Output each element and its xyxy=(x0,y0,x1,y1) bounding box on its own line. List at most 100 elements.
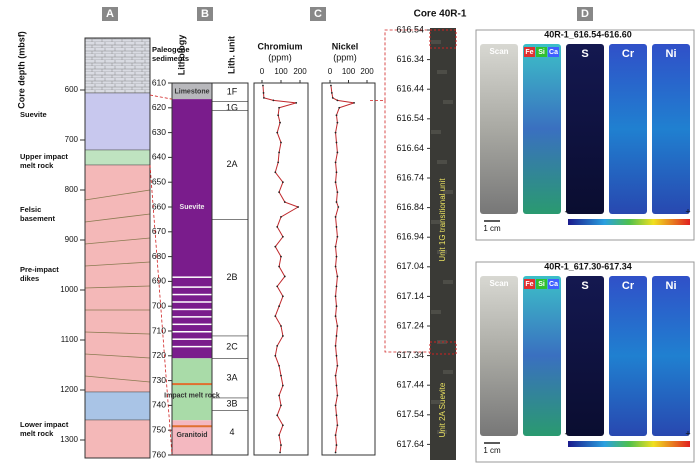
tick-label: 680 xyxy=(152,251,166,261)
tick-label: 610 xyxy=(152,77,166,87)
unit-label-line: melt rock xyxy=(20,429,54,438)
sample-point xyxy=(282,335,284,337)
sample-point xyxy=(337,325,339,327)
sample-point xyxy=(335,405,337,407)
unit-label: 2B xyxy=(226,272,237,282)
sample-point xyxy=(331,92,333,94)
column-title: Lithology xyxy=(176,35,186,76)
scale-label: 1 cm xyxy=(483,446,501,455)
sample-point xyxy=(336,355,338,357)
sample-title: 40R-1_617.30-617.34 xyxy=(544,261,632,271)
sample-point xyxy=(278,395,280,397)
sample-point xyxy=(280,325,282,327)
sample-point xyxy=(279,122,281,124)
sample-point xyxy=(263,97,265,99)
stripe xyxy=(172,346,212,348)
sample-point xyxy=(274,315,276,317)
sample-point xyxy=(337,99,339,101)
stripe xyxy=(172,338,212,340)
figure: ACore depth (mbsf)6007008009001000110012… xyxy=(0,0,698,463)
tick-label: 600 xyxy=(65,85,79,94)
sample-point xyxy=(336,142,338,144)
tick-label: 100 xyxy=(342,67,356,76)
sample-point xyxy=(278,365,280,367)
stripe xyxy=(172,301,212,303)
stripe xyxy=(172,309,212,311)
sample-point xyxy=(335,246,337,248)
sample-point xyxy=(337,152,339,154)
sample-point xyxy=(274,246,276,248)
lithology-label: Granitoid xyxy=(176,432,207,439)
sample-point xyxy=(280,256,282,258)
unit-label: Suevite xyxy=(20,110,47,119)
plot-title: Chromium xyxy=(258,41,303,51)
map-title: Scan xyxy=(489,47,508,56)
stripe xyxy=(172,331,212,333)
depth-label: 617.54 xyxy=(396,409,424,419)
unit-label-line: Pre-impact xyxy=(20,265,59,274)
tick-label: 760 xyxy=(152,449,166,459)
sample-point xyxy=(336,256,338,258)
sample-point xyxy=(337,206,339,208)
sample-point xyxy=(279,452,281,454)
tick-label: 670 xyxy=(152,226,166,236)
element-map xyxy=(523,276,561,436)
sample-point xyxy=(280,444,282,446)
sample-point xyxy=(335,216,337,218)
sample-point xyxy=(282,181,284,183)
sample-point xyxy=(335,375,337,377)
unit-label-line: Lower impact xyxy=(20,420,69,429)
unit-label: 3A xyxy=(226,372,237,382)
sample-point xyxy=(278,152,280,154)
panel-label: B xyxy=(201,8,209,20)
sample-point xyxy=(276,414,278,416)
column-title: Lith. unit xyxy=(226,36,236,74)
unit-label-line: dikes xyxy=(20,274,39,283)
element-map xyxy=(480,276,518,436)
depth-label: 616.34 xyxy=(396,54,424,64)
depth-label: 616.74 xyxy=(396,172,424,182)
stripe xyxy=(172,324,212,326)
sample-point xyxy=(280,375,282,377)
color-bar-min: - xyxy=(565,428,568,438)
tick-label: 630 xyxy=(152,127,166,137)
sample-point xyxy=(280,405,282,407)
element-map xyxy=(523,44,561,214)
plot-frame xyxy=(322,83,375,455)
sample-point xyxy=(337,122,339,124)
connector xyxy=(150,95,172,99)
scale-label: 1 cm xyxy=(483,224,501,233)
sample-point xyxy=(336,385,338,387)
sample-point xyxy=(280,142,282,144)
unit-label: Unit 2A Suevite xyxy=(438,382,447,437)
sample-point xyxy=(282,424,284,426)
sample-point xyxy=(335,295,337,297)
plot-title: Nickel xyxy=(332,41,359,51)
profile-line xyxy=(331,85,354,452)
lithology-band xyxy=(85,93,150,150)
tick-label: 1200 xyxy=(60,385,78,394)
tick-label: 100 xyxy=(274,67,288,76)
depth-label: 616.54 xyxy=(396,24,424,34)
tick-label: 710 xyxy=(152,325,166,335)
element-label: Si xyxy=(538,281,545,288)
core-texture xyxy=(431,310,441,314)
sample-point xyxy=(335,345,337,347)
unit-label: 3B xyxy=(226,399,237,409)
core-texture xyxy=(437,70,447,74)
element-label: Ca xyxy=(549,281,558,288)
unit-label-line: melt rock xyxy=(20,161,54,170)
sample-point xyxy=(277,114,279,116)
unit-label: Upper impactmelt rock xyxy=(20,152,68,170)
core-texture xyxy=(431,130,441,134)
lithology-band xyxy=(85,420,150,458)
sample-point xyxy=(337,276,339,278)
depth-label: 616.44 xyxy=(396,84,424,94)
sample-point xyxy=(336,226,338,228)
core-texture xyxy=(443,280,453,284)
element-label: Ca xyxy=(549,49,558,56)
color-bar-max: + xyxy=(685,428,690,438)
panel-label: C xyxy=(314,8,322,20)
